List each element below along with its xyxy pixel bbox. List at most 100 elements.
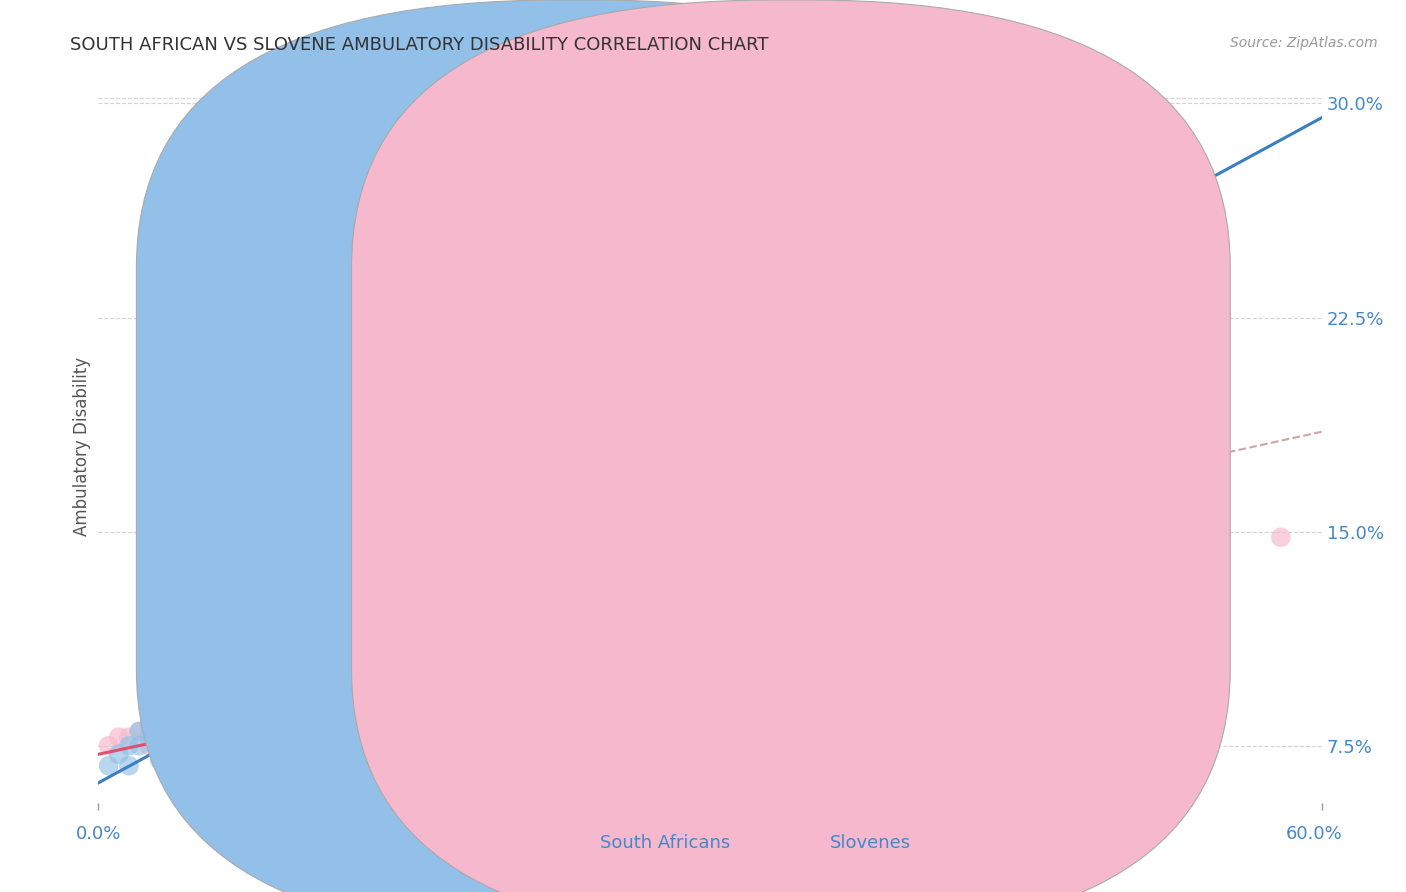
Point xyxy=(219,690,242,705)
Point xyxy=(149,739,172,753)
Point xyxy=(423,596,446,610)
Point xyxy=(209,710,232,724)
Point xyxy=(250,673,273,687)
Y-axis label: Ambulatory Disability: Ambulatory Disability xyxy=(73,357,91,535)
Point xyxy=(576,268,599,282)
Point xyxy=(149,739,172,753)
Point xyxy=(169,710,191,724)
Text: Source: ZipAtlas.com: Source: ZipAtlas.com xyxy=(1230,36,1378,50)
Legend: R = 0.765    N = 24, R = 0.390    N = 64: R = 0.765 N = 24, R = 0.390 N = 64 xyxy=(548,98,797,175)
Point xyxy=(312,767,335,781)
Point xyxy=(536,558,558,573)
Point xyxy=(1147,168,1170,182)
Point xyxy=(200,710,222,724)
Point xyxy=(740,596,762,610)
Point xyxy=(128,739,150,753)
Point xyxy=(1270,530,1292,544)
Point xyxy=(250,701,273,715)
Point xyxy=(138,739,160,753)
Point xyxy=(598,776,620,790)
Text: SOUTH AFRICAN VS SLOVENE AMBULATORY DISABILITY CORRELATION CHART: SOUTH AFRICAN VS SLOVENE AMBULATORY DISA… xyxy=(70,36,769,54)
Point xyxy=(495,567,517,582)
Point xyxy=(943,596,966,610)
Point xyxy=(159,710,181,724)
Point xyxy=(363,624,385,639)
Text: South Africans: South Africans xyxy=(600,834,731,852)
Point xyxy=(169,724,191,739)
Point xyxy=(699,776,721,790)
Point xyxy=(270,662,294,676)
Point xyxy=(169,739,191,753)
Point xyxy=(209,690,232,705)
Text: 0.0%: 0.0% xyxy=(76,825,121,843)
Point xyxy=(169,739,191,753)
Point xyxy=(260,767,283,781)
Point xyxy=(159,730,181,744)
Point xyxy=(434,596,457,610)
Point xyxy=(373,776,395,790)
Point xyxy=(270,681,294,696)
Point xyxy=(149,719,172,733)
Point xyxy=(219,701,242,715)
Point xyxy=(373,615,395,630)
Point xyxy=(291,653,314,667)
Point xyxy=(291,681,314,696)
Point xyxy=(188,701,212,715)
Point xyxy=(128,724,150,739)
Point xyxy=(188,724,212,739)
Point xyxy=(413,605,436,619)
Point xyxy=(179,701,201,715)
Point xyxy=(260,673,283,687)
Point xyxy=(188,747,212,762)
Point xyxy=(281,673,304,687)
Point xyxy=(169,710,191,724)
Point xyxy=(862,510,884,524)
Point xyxy=(118,758,141,772)
Point xyxy=(332,776,354,790)
Point xyxy=(260,690,283,705)
Point xyxy=(413,510,436,524)
Point xyxy=(495,510,517,524)
Point xyxy=(108,730,131,744)
Point xyxy=(231,690,253,705)
Point xyxy=(219,767,242,781)
Point xyxy=(862,567,884,582)
Point xyxy=(332,653,354,667)
Point xyxy=(209,747,232,762)
Point xyxy=(200,730,222,744)
Point xyxy=(118,730,141,744)
Point xyxy=(342,644,364,658)
Point xyxy=(270,767,294,781)
Point xyxy=(352,624,374,639)
Point xyxy=(179,719,201,733)
Point xyxy=(250,747,273,762)
Point xyxy=(392,615,416,630)
Point xyxy=(699,624,721,639)
Point xyxy=(392,605,416,619)
Point xyxy=(454,453,477,467)
Point xyxy=(373,633,395,648)
Point xyxy=(169,724,191,739)
Point xyxy=(97,758,120,772)
Point xyxy=(617,558,640,573)
Point xyxy=(240,758,263,772)
Point xyxy=(231,710,253,724)
Point xyxy=(159,747,181,762)
Point xyxy=(200,696,222,710)
Point xyxy=(128,724,150,739)
Point xyxy=(801,776,824,790)
Point xyxy=(188,767,212,781)
Point xyxy=(536,767,558,781)
Point xyxy=(231,767,253,781)
Point xyxy=(118,739,141,753)
Point xyxy=(149,753,172,767)
Point xyxy=(801,596,824,610)
Text: Slovenes: Slovenes xyxy=(830,834,911,852)
Point xyxy=(322,644,344,658)
Point xyxy=(332,633,354,648)
Point xyxy=(138,719,160,733)
Point xyxy=(291,767,314,781)
Text: 60.0%: 60.0% xyxy=(1286,825,1343,843)
Point xyxy=(188,710,212,724)
Point xyxy=(312,653,335,667)
